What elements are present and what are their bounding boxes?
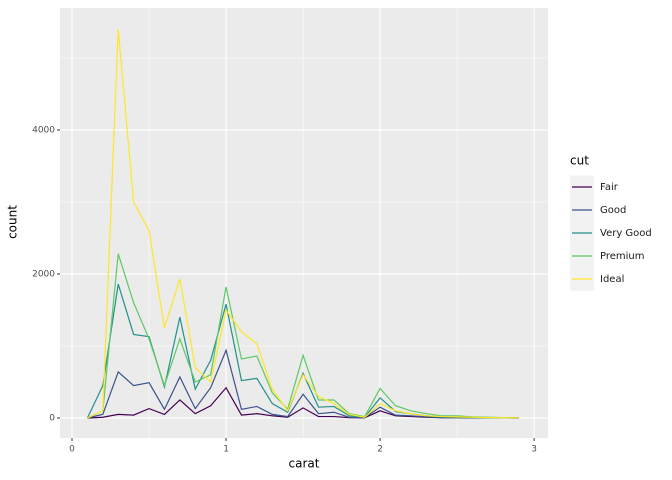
x-tick-label: 0 [69,445,75,455]
legend-label: Premium [600,251,645,262]
x-tick-label: 3 [531,445,537,455]
legend-label: Very Good [600,228,652,239]
x-tick-label: 1 [223,445,229,455]
panel [60,8,548,438]
legend-label: Ideal [600,274,624,285]
x-tick-label: 2 [377,445,383,455]
y-tick-label: 4000 [32,125,55,135]
legend-label: Fair [600,182,619,193]
y-tick-label: 2000 [32,269,55,279]
x-axis-title: carat [289,457,320,471]
series-line [87,29,519,419]
y-axis-title: count [6,205,20,239]
series-line [87,253,519,419]
y-tick-label: 0 [49,413,55,423]
legend-label: Good [600,205,626,216]
legend-title: cut [570,154,589,168]
